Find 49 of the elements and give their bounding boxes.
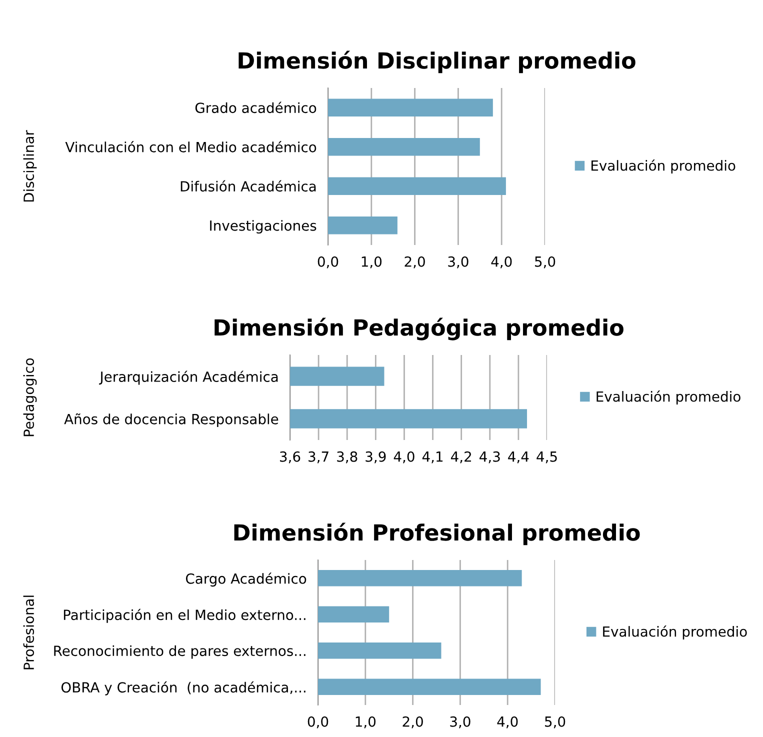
x-tick-label: 0,0 — [308, 716, 328, 728]
bar — [328, 138, 480, 156]
y-axis-title: Pedagogico — [23, 358, 37, 436]
x-tick-label: 3,0 — [450, 716, 470, 728]
bar — [318, 570, 522, 586]
x-tick-label: 4,0 — [394, 451, 414, 464]
legend-label: Evaluación promedio — [596, 390, 740, 404]
x-tick-label: 4,0 — [497, 716, 518, 728]
x-tick-label: 4,2 — [450, 451, 471, 464]
x-tick-label: 2,0 — [404, 256, 425, 268]
x-tick-label: 3,9 — [366, 451, 386, 464]
x-tick-label: 5,0 — [545, 716, 566, 728]
x-tick-label: 3,8 — [337, 451, 358, 464]
y-tick-label: Vinculación con el Medio académico — [65, 141, 316, 152]
x-tick-label: 4,4 — [508, 452, 529, 464]
y-tick-label: Participación en el Medio externo... — [64, 608, 306, 623]
chart-title: Dimensión Disciplinar promedio — [238, 50, 636, 74]
bar — [318, 678, 541, 696]
x-tick-label: 3,7 — [308, 451, 328, 464]
y-tick-label: Grado académico — [195, 102, 316, 114]
x-tick-label: 4,1 — [422, 452, 443, 464]
y-axis-title: Profesional — [23, 596, 34, 670]
y-tick-label: Cargo Académico — [186, 572, 306, 587]
x-tick-label: 3,6 — [280, 451, 300, 464]
y-tick-label: Reconocimiento de pares externos... — [54, 645, 306, 659]
x-tick-label: 5,0 — [535, 256, 556, 268]
bar — [328, 177, 506, 195]
x-tick-label: 0,0 — [318, 256, 338, 268]
bar — [318, 642, 442, 659]
legend-label: Evaluación promedio — [592, 160, 736, 174]
y-tick-label: Jerarquización Académica — [99, 370, 278, 385]
x-tick-label: 4,5 — [536, 452, 557, 464]
bar — [328, 216, 398, 234]
y-tick-label: Años de docencia Responsable — [64, 413, 278, 428]
chart-title: Dimensión Pedagógica promedio — [214, 318, 624, 340]
legend-label: Evaluación promedio — [603, 626, 747, 640]
y-tick-label: OBRA y Creación (no académica,... — [61, 681, 306, 696]
y-tick-label: Difusión Académica — [180, 180, 316, 192]
x-tick-label: 4,3 — [480, 451, 500, 464]
x-tick-label: 3,0 — [448, 256, 468, 268]
bar — [328, 98, 493, 116]
x-tick-label: 4,0 — [491, 256, 512, 268]
y-axis-title: Disciplinar — [23, 130, 37, 202]
x-tick-label: 1,0 — [356, 716, 376, 728]
x-tick-label: 2,0 — [402, 716, 423, 728]
y-tick-label: Investigaciones — [210, 220, 316, 234]
bar — [318, 606, 390, 623]
chart-title: Dimensión Profesional promedio — [234, 522, 640, 546]
x-tick-label: 1,0 — [362, 256, 382, 268]
